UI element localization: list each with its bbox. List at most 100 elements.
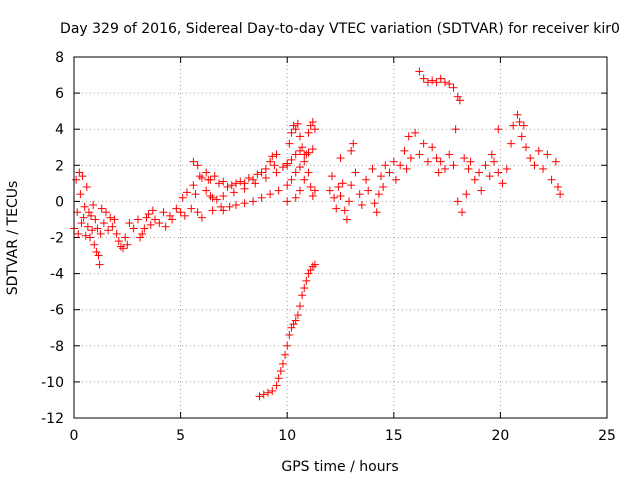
data-point <box>236 177 245 186</box>
data-point <box>274 374 283 383</box>
data-point <box>477 186 486 195</box>
data-point <box>193 161 202 170</box>
data-point <box>172 204 181 213</box>
data-point <box>428 76 437 85</box>
data-point <box>295 163 304 172</box>
data-point <box>106 213 115 222</box>
data-point <box>85 233 94 242</box>
x-axis-label: GPS time / hours <box>281 459 398 475</box>
data-points <box>70 67 565 401</box>
data-point <box>306 182 315 191</box>
data-point <box>517 132 526 141</box>
data-point <box>308 117 317 126</box>
data-point <box>349 139 358 148</box>
data-point <box>212 195 221 204</box>
data-point <box>295 302 304 311</box>
data-point <box>191 190 200 199</box>
data-point <box>116 242 125 251</box>
data-point <box>287 128 296 137</box>
data-point <box>261 173 270 182</box>
chart-title: Day 329 of 2016, Sidereal Day-to-day VTE… <box>60 21 620 37</box>
data-point <box>264 388 273 397</box>
data-point <box>460 154 469 163</box>
data-point <box>287 155 296 164</box>
data-point <box>449 83 458 92</box>
data-point <box>515 117 524 126</box>
data-point <box>293 119 302 128</box>
x-tick-label: 15 <box>385 428 403 444</box>
data-point <box>272 150 281 159</box>
data-point <box>377 172 386 181</box>
data-point <box>227 181 236 190</box>
data-point <box>379 182 388 191</box>
data-point <box>347 146 356 155</box>
data-point <box>334 182 343 191</box>
data-point <box>197 173 206 182</box>
data-point <box>530 161 539 170</box>
data-point <box>325 186 334 195</box>
x-tick-label: 25 <box>598 428 616 444</box>
data-point <box>266 190 275 199</box>
data-point <box>96 229 105 238</box>
data-point <box>285 139 294 148</box>
data-point <box>372 208 381 217</box>
data-point <box>451 125 460 134</box>
data-point <box>391 175 400 184</box>
data-point <box>81 231 90 240</box>
data-point <box>291 150 300 159</box>
data-point <box>436 157 445 166</box>
data-point <box>295 132 304 141</box>
data-point <box>342 215 351 224</box>
data-point <box>148 206 157 215</box>
data-point <box>475 168 484 177</box>
data-point <box>270 161 279 170</box>
data-point <box>464 164 473 173</box>
data-point <box>357 201 366 210</box>
data-point <box>180 211 189 220</box>
data-point <box>253 170 262 179</box>
x-tick-label: 20 <box>491 428 509 444</box>
data-point <box>182 188 191 197</box>
data-point <box>208 193 217 202</box>
data-point <box>458 208 467 217</box>
data-point <box>291 168 300 177</box>
data-point <box>370 199 379 208</box>
data-point <box>125 219 134 228</box>
data-point <box>76 190 85 199</box>
data-point <box>232 201 241 210</box>
data-point <box>419 74 428 83</box>
data-point <box>539 164 548 173</box>
data-point <box>364 186 373 195</box>
data-point <box>445 150 454 159</box>
data-point <box>87 211 96 220</box>
data-point <box>283 181 292 190</box>
data-point <box>121 233 130 242</box>
data-point <box>97 204 106 213</box>
data-point <box>440 78 449 87</box>
data-point <box>304 269 313 278</box>
y-tick-label: -2 <box>50 231 64 247</box>
data-point <box>133 215 142 224</box>
data-point <box>293 311 302 320</box>
data-point <box>155 219 164 228</box>
data-point <box>257 193 266 202</box>
data-point <box>217 202 226 211</box>
data-point <box>91 215 100 224</box>
data-point <box>99 219 108 228</box>
data-point <box>406 154 415 163</box>
data-point <box>432 78 441 87</box>
plot-frame <box>73 56 608 419</box>
data-point <box>462 190 471 199</box>
data-point <box>240 199 249 208</box>
data-point <box>285 330 294 339</box>
data-point <box>453 197 462 206</box>
data-point <box>485 172 494 181</box>
data-point <box>498 179 507 188</box>
data-point <box>197 213 206 222</box>
data-point <box>272 168 281 177</box>
data-point <box>534 146 543 155</box>
data-point <box>129 224 138 233</box>
data-point <box>114 237 123 246</box>
data-point <box>423 78 432 87</box>
